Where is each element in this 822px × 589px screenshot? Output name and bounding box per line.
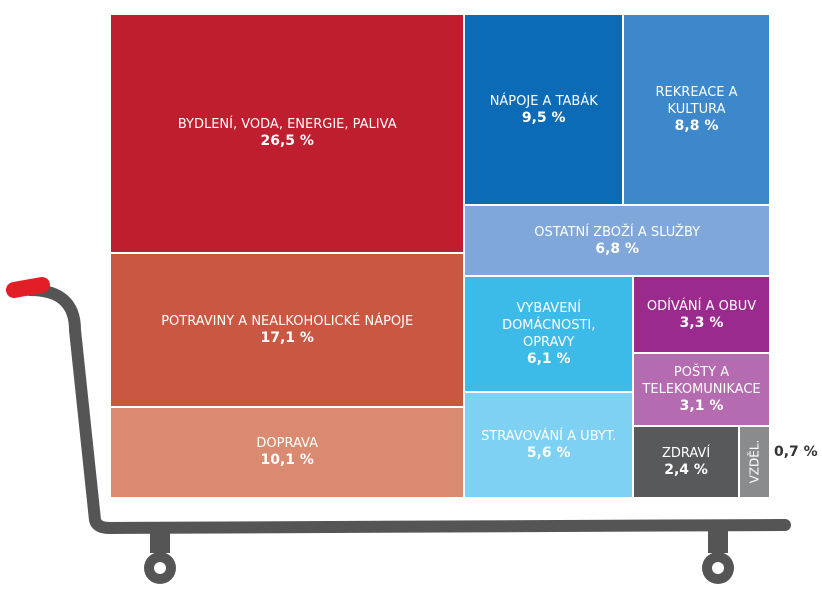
value-label: 9,5 % [522, 110, 566, 127]
tile-label: ODÍVÁNÍ A OBUV [647, 298, 756, 315]
value-label: 3,1 % [680, 398, 724, 415]
value-label: 0,7 % [774, 444, 818, 460]
value-label: 6,1 % [527, 351, 571, 368]
page: BYDLENÍ, VODA, ENERGIE, PALIVA26,5 %POTR… [0, 0, 822, 589]
tile-label: POTRAVINY A NEALKOHOLICKÉ NÁPOJE [161, 313, 413, 330]
tile-label: STRAVOVÁNÍ A UBYT. [481, 428, 616, 445]
tile-label: VZDĚL. [746, 440, 763, 484]
tile-label: VYBAVENÍ DOMÁCNOSTI, OPRAVY [475, 300, 622, 351]
value-label: 10,1 % [260, 452, 313, 469]
value-label: 8,8 % [675, 118, 719, 135]
tile-label: REKREACE A KULTURA [634, 84, 759, 118]
tile-label: NÁPOJE A TABÁK [490, 93, 598, 110]
tile-label: POŠTY A TELEKOMUNIKACE [642, 364, 760, 398]
wheel-hub [154, 562, 166, 574]
value-label: 17,1 % [260, 330, 313, 347]
value-label: 2,4 % [664, 462, 708, 479]
tile-label: ZDRAVÍ [662, 445, 710, 462]
tile-label: BYDLENÍ, VODA, ENERGIE, PALIVA [178, 116, 397, 133]
value-label: 26,5 % [260, 133, 313, 150]
wheel-hub [712, 562, 724, 574]
wheel-fork [150, 528, 170, 553]
value-label: 6,8 % [595, 241, 639, 258]
tile-label: DOPRAVA [256, 435, 318, 452]
tile: VZDĚL. [739, 426, 770, 498]
wheel-fork [708, 528, 728, 553]
value-label: 3,3 % [680, 315, 724, 332]
tile: STRAVOVÁNÍ A UBYT.5,6 % [464, 392, 633, 498]
tile-label: OSTATNÍ ZBOŽÍ A SLUŽBY [534, 224, 700, 241]
cart-grip [14, 285, 42, 290]
value-label: 5,6 % [527, 445, 571, 462]
